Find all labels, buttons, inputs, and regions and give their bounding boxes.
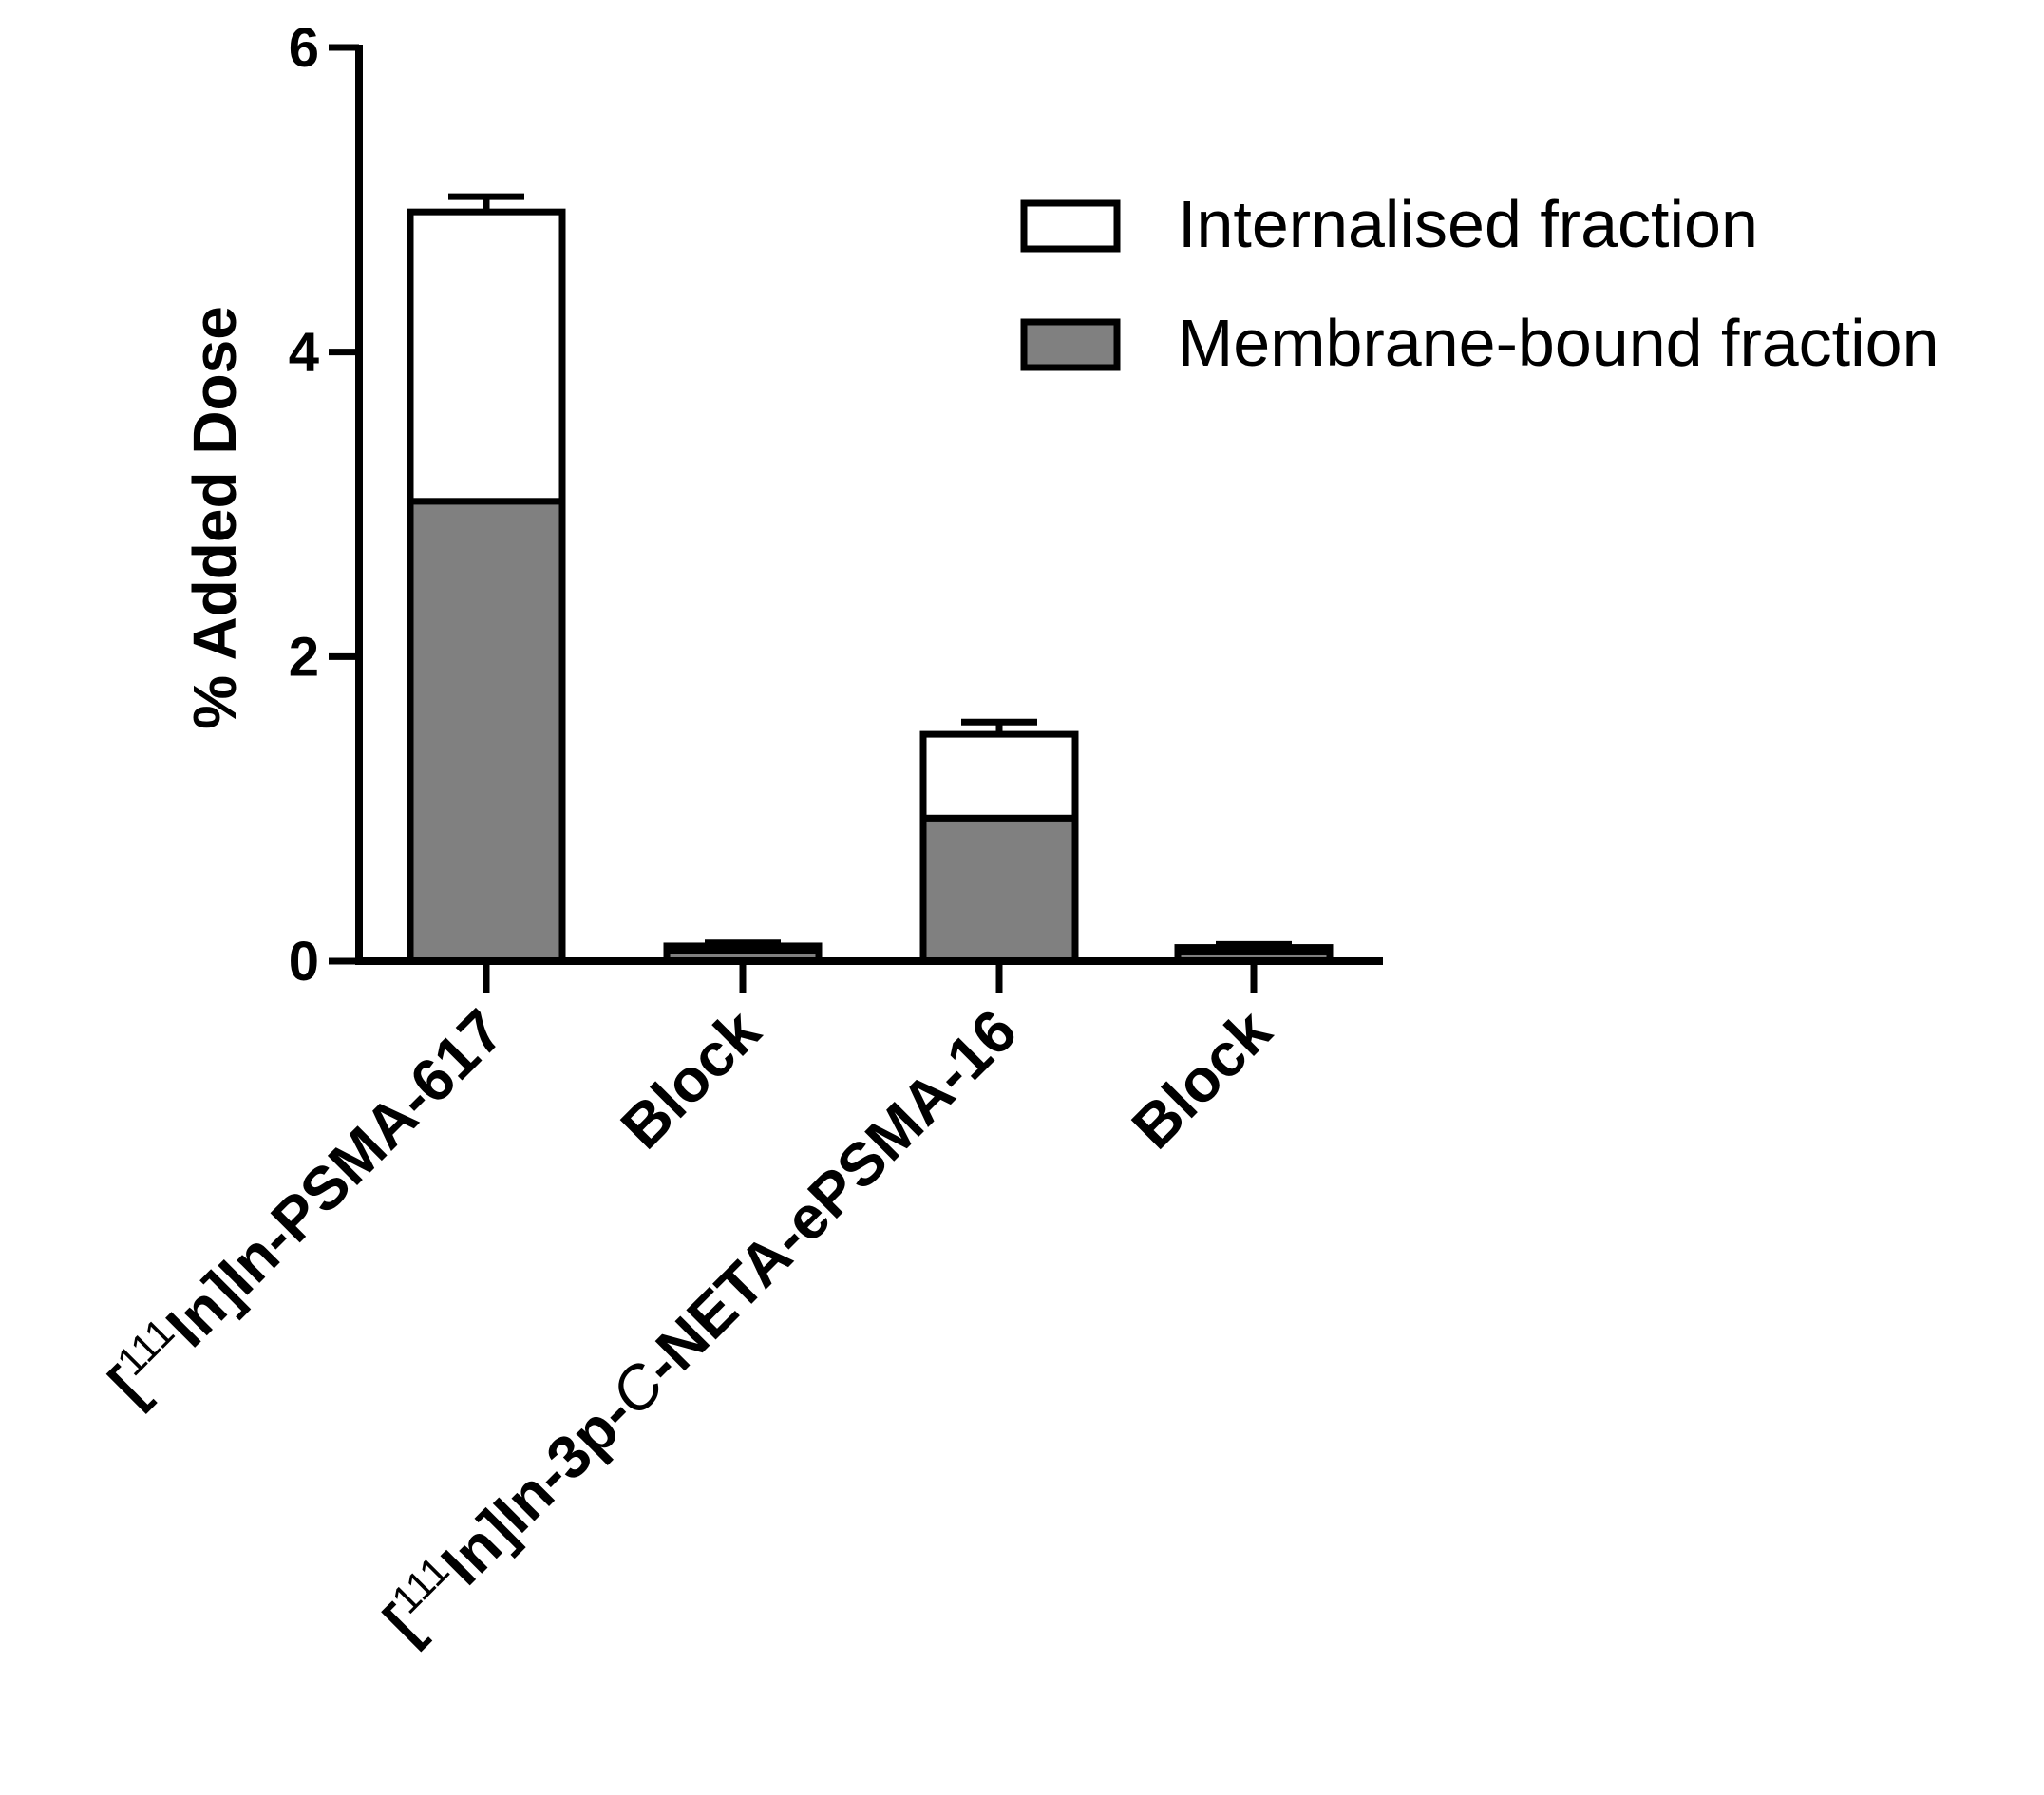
legend-swatch-0 (1020, 199, 1121, 253)
label-part: Block (1119, 996, 1284, 1162)
bars-layer (407, 193, 1334, 965)
label-part: In]In-3p- (428, 1380, 646, 1597)
legend-swatch-1 (1020, 318, 1121, 371)
x-category-label-1: Block (608, 996, 773, 1162)
bar-membrane-2 (919, 814, 1079, 965)
y-tick-label-3: 6 (289, 17, 319, 79)
bar-internalised-3 (1174, 944, 1334, 955)
legend: Internalised fraction Membrane-bound frac… (1020, 187, 1940, 380)
y-tick-label-1: 2 (289, 626, 319, 688)
bar-internalised-2 (919, 730, 1079, 822)
legend-label-0: Internalised fraction (1178, 187, 1758, 261)
bar-membrane-0 (407, 498, 566, 965)
y-axis-title: % Added Dose (180, 306, 249, 729)
y-tick-label-2: 4 (289, 322, 319, 384)
bar-internalised-0 (407, 208, 566, 505)
bar-internalised-1 (663, 942, 823, 954)
x-category-label-0: [111In]In-PSMA-617 (93, 994, 516, 1417)
label-part: Block (608, 996, 773, 1162)
axes-layer (329, 44, 1383, 993)
label-part: In]In-PSMA-617 (153, 996, 517, 1360)
legend-label-1: Membrane-bound fraction (1178, 306, 1940, 380)
x-category-label-3: Block (1119, 996, 1284, 1162)
y-tick-label-0: 0 (289, 931, 319, 992)
